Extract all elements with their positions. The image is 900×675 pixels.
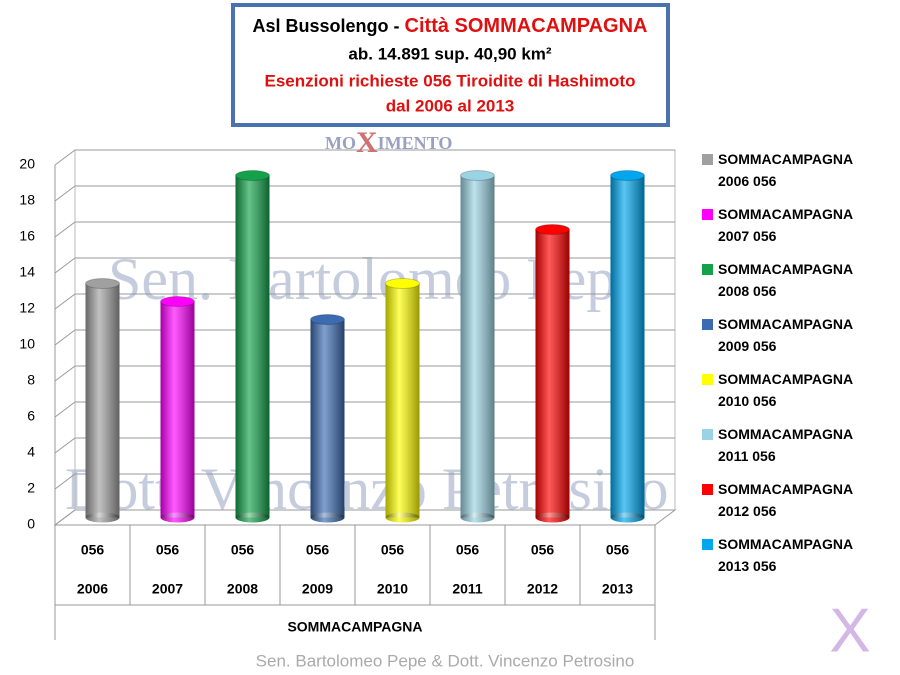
- logo-part: X: [356, 126, 378, 159]
- legend-label: SOMMACAMPAGNA 2010 056: [718, 371, 853, 409]
- grid-line: [54, 437, 675, 454]
- bar-shade: [235, 175, 270, 518]
- legend-swatch: [702, 374, 713, 385]
- legend-label: SOMMACAMPAGNA 2012 056: [718, 481, 853, 519]
- legend-label: SOMMACAMPAGNA 2006 056: [718, 151, 853, 189]
- x-tick-label: 2010: [377, 581, 408, 597]
- bar-base-shade: [235, 512, 270, 523]
- legend-swatch: [702, 319, 713, 330]
- bar-top: [310, 314, 345, 325]
- logo: MOXIMENTO: [325, 126, 452, 159]
- bar-shade: [160, 301, 195, 518]
- y-tick-label: 18: [19, 192, 35, 208]
- bar-base-shade: [460, 512, 495, 523]
- y-tick-label: 0: [27, 516, 35, 532]
- code-label: 056: [231, 542, 255, 558]
- legend-swatch: [702, 154, 713, 165]
- logo-part: MO: [325, 133, 356, 153]
- code-label: 056: [306, 542, 330, 558]
- bar-shade: [535, 229, 570, 518]
- bar-top: [160, 296, 195, 307]
- subtitle: ab. 14.891 sup. 40,90 km²: [348, 44, 552, 63]
- legend-swatch: [702, 429, 713, 440]
- code-label: 056: [381, 542, 405, 558]
- title-part: Asl Bussolengo -: [253, 16, 405, 36]
- y-tick-label: 16: [19, 228, 35, 244]
- bar-top: [460, 170, 495, 181]
- subtitle: Esenzioni richieste 056 Tiroidite di Has…: [265, 71, 636, 90]
- logo-part: IMENTO: [378, 133, 453, 153]
- bar-base-shade: [535, 512, 570, 523]
- x-tick-label: 2008: [227, 581, 258, 597]
- legend-swatch: [702, 484, 713, 495]
- bar-top: [610, 170, 645, 181]
- y-tick-label: 6: [27, 408, 35, 424]
- grid-line: [54, 401, 675, 418]
- floor: [53, 509, 677, 526]
- x-tick-label: 2006: [77, 581, 108, 597]
- legend-label: SOMMACAMPAGNA 2008 056: [718, 261, 853, 299]
- x-tick-label: 2011: [452, 581, 483, 597]
- legend-swatch: [702, 209, 713, 220]
- title-box: [231, 3, 670, 127]
- x-tick-label: 2007: [152, 581, 183, 597]
- bar-base-shade: [160, 512, 195, 523]
- bar-shade: [460, 175, 495, 518]
- y-tick-label: 12: [19, 300, 35, 316]
- bar-base-shade: [610, 512, 645, 523]
- legend-label: SOMMACAMPAGNA 2007 056: [718, 206, 853, 244]
- code-label: 056: [606, 542, 630, 558]
- bar-base-shade: [85, 512, 120, 523]
- bar-top: [535, 224, 570, 235]
- legend-swatch: [702, 539, 713, 550]
- bar-top: [85, 278, 120, 289]
- legend-label: SOMMACAMPAGNA 2013 056: [718, 536, 853, 574]
- footer: Sen. Bartolomeo Pepe & Dott. Vincenzo Pe…: [256, 651, 635, 670]
- legend-swatch: [702, 264, 713, 275]
- bar-base-shade: [310, 512, 345, 523]
- legend-label: SOMMACAMPAGNA 2011 056: [718, 426, 853, 464]
- code-label: 056: [81, 542, 105, 558]
- bar-shade: [385, 283, 420, 518]
- x-tick-label: 2009: [302, 581, 333, 597]
- grid-line: [54, 329, 675, 346]
- subtitle: dal 2006 al 2013: [386, 96, 515, 115]
- y-tick-label: 2: [27, 480, 35, 496]
- bar-top: [235, 170, 270, 181]
- bar-shade: [85, 283, 120, 518]
- bar-base-shade: [385, 512, 420, 523]
- y-tick-label: 20: [19, 156, 35, 172]
- code-label: 056: [156, 542, 180, 558]
- y-tick-label: 10: [19, 336, 35, 352]
- y-tick-label: 14: [19, 264, 35, 280]
- code-label: 056: [456, 542, 480, 558]
- bar-top: [385, 278, 420, 289]
- logo-mark: X: [829, 596, 870, 665]
- grid-line: [54, 221, 675, 238]
- code-label: 056: [531, 542, 555, 558]
- legend-label: SOMMACAMPAGNA 2009 056: [718, 316, 853, 354]
- chart-title: Asl Bussolengo - Città SOMMACAMPAGNA: [253, 15, 648, 37]
- y-tick-label: 8: [27, 372, 35, 388]
- bar-shade: [310, 319, 345, 518]
- title-part: Città SOMMACAMPAGNA: [405, 15, 648, 37]
- y-tick-label: 4: [27, 444, 35, 460]
- grid-line: [54, 149, 675, 166]
- grid-line: [54, 185, 675, 202]
- bar-shade: [610, 175, 645, 518]
- group-label: SOMMACAMPAGNA: [287, 619, 422, 635]
- grid-line: [54, 365, 675, 382]
- x-tick-label: 2013: [602, 581, 633, 597]
- x-tick-label: 2012: [527, 581, 558, 597]
